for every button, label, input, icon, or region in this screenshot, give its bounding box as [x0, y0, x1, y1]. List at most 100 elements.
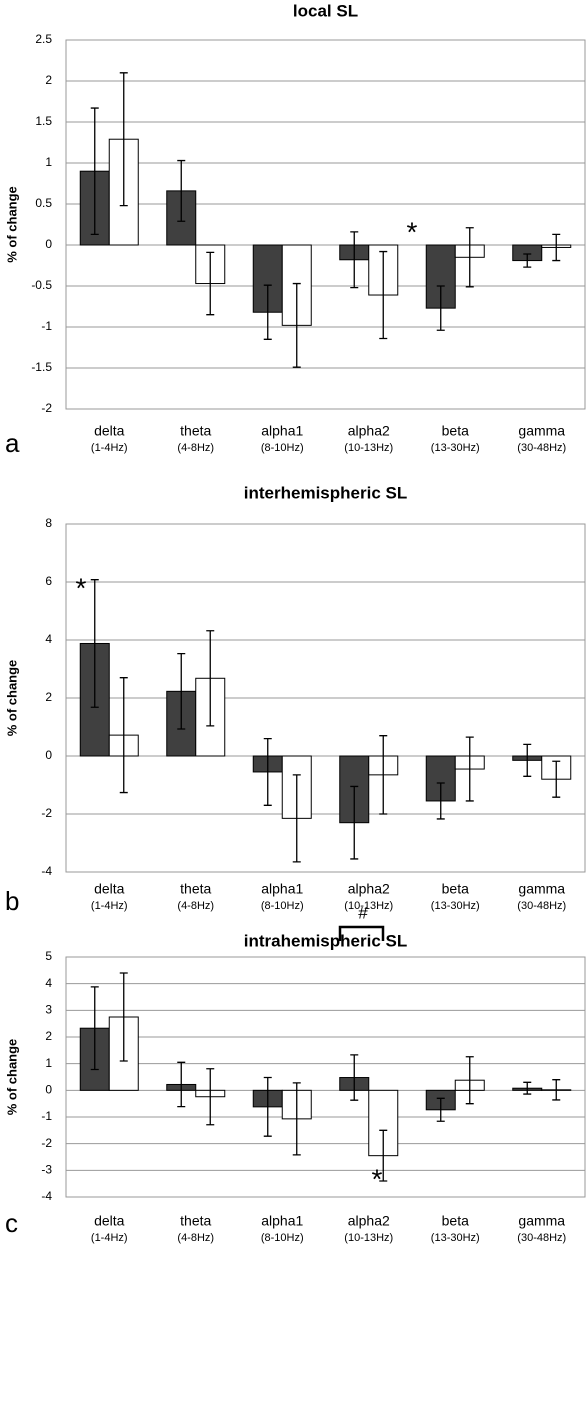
error-bar [119, 72, 128, 207]
error-bar [436, 285, 445, 331]
error-bar [177, 652, 186, 730]
y-tick-label: 0.5 [35, 196, 52, 210]
error-bar [465, 1056, 474, 1105]
error-bar [436, 1097, 445, 1122]
error-bar [523, 253, 532, 268]
x-tick-label: beta [442, 1213, 469, 1229]
x-tick-label: beta [442, 881, 469, 897]
error-bar [350, 1054, 359, 1101]
y-tick-label: 1.5 [35, 114, 52, 128]
error-bar [90, 107, 99, 235]
error-bar [552, 233, 561, 262]
y-tick-label: 4 [45, 976, 52, 990]
panel-label: c [5, 1208, 18, 1238]
x-tick-label: delta [94, 423, 125, 439]
x-tick-sublabel: (13-30Hz) [431, 442, 480, 454]
y-tick-label: 0 [45, 237, 52, 251]
x-tick-label: alpha1 [261, 881, 303, 897]
y-tick-label: -1 [41, 1109, 52, 1123]
x-tick-label: theta [180, 423, 211, 439]
y-tick-label: 2 [45, 1029, 52, 1043]
x-tick-label: alpha1 [261, 1213, 303, 1229]
x-tick-label: alpha1 [261, 423, 303, 439]
y-tick-label: -4 [41, 864, 52, 878]
x-tick-sublabel: (1-4Hz) [91, 900, 128, 912]
y-tick-label: -4 [41, 1189, 52, 1203]
error-bar [465, 227, 474, 288]
error-bar [523, 743, 532, 777]
error-bar [552, 1079, 561, 1101]
y-tick-label: 4 [45, 632, 52, 646]
x-tick-label: delta [94, 881, 125, 897]
y-axis-label: % of change [4, 186, 19, 263]
error-bar [90, 579, 99, 708]
panel-label: a [5, 428, 20, 458]
y-tick-label: -1 [41, 319, 52, 333]
y-tick-label: 2 [45, 690, 52, 704]
x-tick-label: alpha2 [348, 423, 390, 439]
error-bar [379, 735, 388, 815]
x-tick-label: gamma [518, 1213, 565, 1229]
y-axis-label: % of change [4, 1039, 19, 1116]
error-bar [206, 251, 215, 316]
y-tick-label: -1.5 [31, 360, 52, 374]
y-tick-label: 1 [45, 1056, 52, 1070]
x-tick-sublabel: (10-13Hz) [344, 1232, 393, 1244]
y-tick-label: 8 [45, 516, 52, 530]
x-tick-label: delta [94, 1213, 125, 1229]
x-tick-sublabel: (1-4Hz) [91, 442, 128, 454]
plot-frame [65, 956, 586, 1198]
x-tick-sublabel: (10-13Hz) [344, 900, 393, 912]
error-bar [206, 1068, 215, 1126]
y-tick-label: 0 [45, 748, 52, 762]
error-bar [379, 1129, 388, 1182]
y-tick-label: 0 [45, 1083, 52, 1097]
error-bar [263, 1076, 272, 1137]
panel-label: b [5, 886, 19, 916]
x-tick-sublabel: (30-48Hz) [517, 1232, 566, 1244]
x-tick-label: gamma [518, 881, 565, 897]
x-tick-sublabel: (13-30Hz) [431, 900, 480, 912]
error-bar [119, 677, 128, 794]
y-tick-label: -2 [41, 401, 52, 415]
x-tick-sublabel: (4-8Hz) [177, 900, 214, 912]
x-tick-label: theta [180, 881, 211, 897]
x-tick-label: theta [180, 1213, 211, 1229]
x-tick-sublabel: (10-13Hz) [344, 442, 393, 454]
x-tick-sublabel: (1-4Hz) [91, 1232, 128, 1244]
x-tick-sublabel: (4-8Hz) [177, 1232, 214, 1244]
error-bar [350, 785, 359, 860]
x-tick-label: alpha2 [348, 881, 390, 897]
error-bar [90, 986, 99, 1071]
y-tick-label: 6 [45, 574, 52, 588]
x-tick-label: alpha2 [348, 1213, 390, 1229]
y-tick-label: 2 [45, 73, 52, 87]
error-bar [263, 737, 272, 806]
x-tick-label: beta [442, 423, 469, 439]
chart-title: local SL [293, 1, 358, 20]
plot-frame [65, 39, 586, 410]
annotation: * [407, 216, 418, 247]
error-bar [523, 1081, 532, 1095]
error-bar [379, 250, 388, 340]
y-tick-label: 2.5 [35, 32, 52, 46]
annotation: # [358, 903, 368, 922]
y-tick-label: 1 [45, 155, 52, 169]
error-bar [206, 630, 215, 727]
x-tick-sublabel: (4-8Hz) [177, 442, 214, 454]
error-bar [292, 282, 301, 368]
annotation: * [76, 572, 87, 603]
y-tick-label: -0.5 [31, 278, 52, 292]
chart-title: interhemispheric SL [244, 483, 407, 502]
x-tick-sublabel: (8-10Hz) [261, 442, 304, 454]
error-bar [436, 782, 445, 820]
error-bar [177, 159, 186, 222]
annotation: * [372, 1163, 383, 1194]
significance-bracket [338, 925, 385, 941]
y-axis-label: % of change [4, 660, 19, 737]
error-bar [292, 1082, 301, 1156]
error-bar [119, 972, 128, 1062]
error-bar [177, 1061, 186, 1108]
error-bar [292, 774, 301, 863]
